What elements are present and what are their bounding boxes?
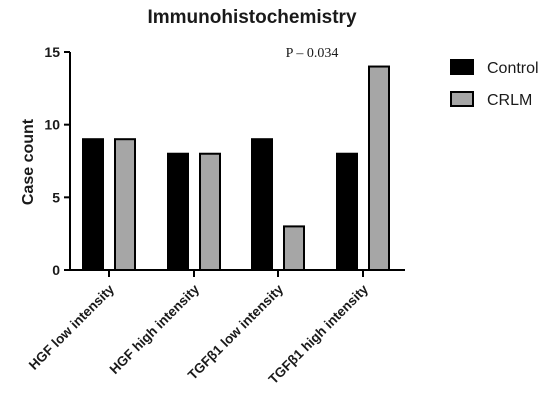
bar-crlm-1 [114,138,136,271]
bar-crlm-3 [283,225,305,271]
y-tick-label: 10 [44,117,60,133]
bar-crlm-2 [199,152,221,272]
p-value-annotation: P – 0.034 [286,46,339,61]
bar-control-3 [251,138,273,271]
legend-swatch-control [450,59,474,75]
y-tick-label: 15 [44,44,60,60]
bar-control-1 [82,138,104,271]
legend-swatch-crlm [450,91,474,107]
bar-control-2 [167,152,189,272]
chart-title: Immunohistochemistry [147,7,356,28]
y-axis-label: Case count [20,118,37,205]
x-tick-label: TGFβ1 low intensity [185,281,287,383]
legend-label-control: Control [487,60,539,77]
y-tick-label: 0 [52,262,60,278]
bar-crlm-4 [368,65,390,271]
legend-label-crlm: CRLM [487,92,532,109]
bar-control-4 [336,152,358,272]
y-tick-label: 5 [52,189,60,205]
x-tick-label: HGF low intensity [26,281,118,373]
x-tick-label: HGF high intensity [107,281,203,377]
x-tick-label: TGFβ1 high intensity [266,281,372,387]
